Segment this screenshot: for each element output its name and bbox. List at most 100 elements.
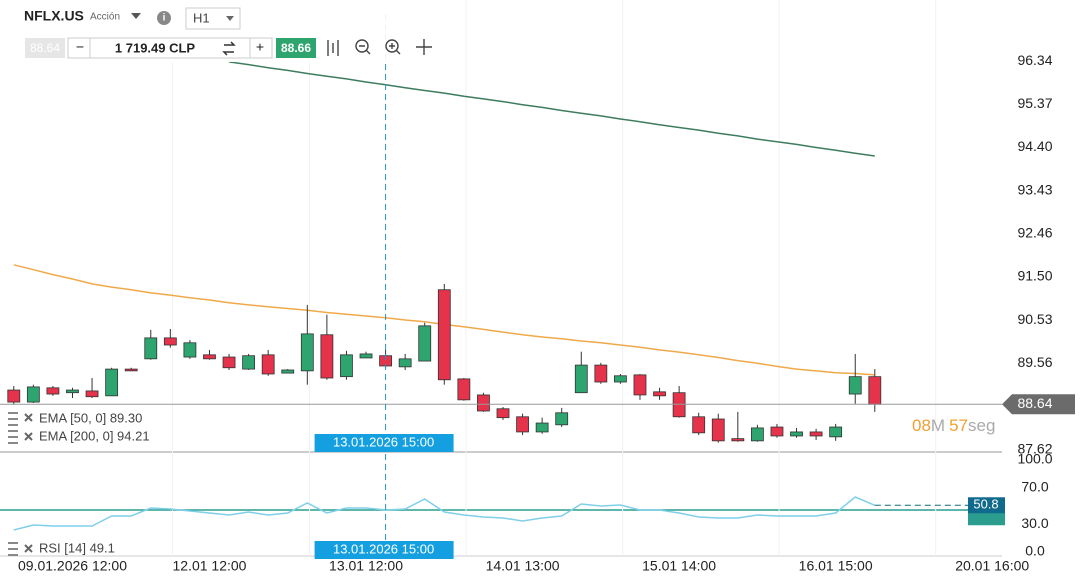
countdown-minutes: 08 — [912, 416, 931, 435]
rsi-tag-secondary — [968, 511, 1005, 526]
rsi-line — [13, 496, 876, 531]
y-tick-label: 87.62 — [1017, 440, 1052, 456]
countdown-seconds: 57 — [949, 416, 968, 435]
y-tick-label: 96.34 — [1017, 52, 1052, 68]
y-tick-label: 93.43 — [1017, 181, 1052, 197]
candle-body — [163, 337, 177, 346]
legend-close[interactable] — [24, 413, 33, 422]
candle-body — [398, 358, 412, 368]
candle-body — [653, 391, 666, 397]
candle-icon[interactable] — [327, 40, 339, 56]
candle-body — [516, 416, 529, 433]
swap-icon[interactable] — [222, 41, 236, 56]
amount[interactable]: 1 719.49 CLP — [115, 40, 196, 55]
crosshair-label: 13.01.2026 15:00 — [333, 541, 434, 556]
countdown: 08M 57seg — [912, 416, 995, 435]
info-glyph: i — [163, 13, 166, 24]
candle-body — [222, 356, 236, 369]
x-tick-label: 09.01.2026 12:00 — [18, 558, 127, 574]
candle-body — [477, 394, 490, 412]
candle-body — [574, 364, 588, 394]
move-icon[interactable] — [416, 39, 432, 55]
candle-body — [242, 355, 256, 370]
candle-body — [281, 369, 295, 374]
candle-body — [750, 427, 764, 442]
legend-handle[interactable] — [8, 430, 18, 444]
bid-box[interactable] — [25, 38, 65, 58]
candle-body — [203, 354, 216, 360]
rsi-tick-label: 0.0 — [1025, 543, 1045, 559]
candle-body — [809, 431, 823, 437]
candle-body — [340, 354, 353, 378]
candle-body — [829, 426, 843, 438]
dropdown-icon[interactable] — [131, 13, 141, 19]
y-tick-label: 91.50 — [1017, 268, 1052, 284]
x-tick-label: 16.01 15:00 — [799, 558, 873, 574]
y-tick-label: 92.46 — [1017, 225, 1052, 241]
plus-button[interactable]: + — [256, 39, 264, 55]
ema200-legend: EMA [200, 0] 94.21 — [39, 428, 150, 443]
tool-icons — [327, 39, 432, 56]
legend-close[interactable] — [24, 544, 33, 553]
candle-body — [183, 342, 197, 358]
candle-body — [711, 418, 725, 442]
last-price: 88.64 — [1017, 395, 1052, 411]
candle-body — [359, 353, 373, 359]
candle-body — [124, 368, 138, 372]
zoom-in-icon[interactable] — [385, 39, 399, 53]
legend-handle[interactable] — [8, 542, 18, 556]
ask: 88.66 — [281, 41, 311, 55]
legend-close[interactable] — [24, 432, 33, 441]
candle-body — [594, 364, 608, 383]
candle-body — [261, 354, 275, 375]
minus-button[interactable]: − — [76, 39, 84, 55]
rsi-legend: RSI [14] 49.1 — [39, 540, 115, 555]
y-tick-label: 89.56 — [1017, 354, 1052, 370]
candle-body — [868, 376, 882, 405]
countdown-unit: seg — [968, 416, 995, 435]
y-tick-label: 94.40 — [1017, 138, 1052, 154]
candle-body — [535, 422, 549, 433]
candle-body — [692, 416, 706, 434]
rsi-tick-label: 70.0 — [1021, 478, 1048, 494]
candle-body — [85, 390, 99, 398]
candle-body — [26, 386, 40, 403]
x-tick-label: 15.01 14:00 — [642, 558, 716, 574]
crosshair-label-bg — [314, 541, 454, 559]
bid: 88.64 — [30, 41, 60, 55]
legends: EMA [50, 0] 89.30 EMA [200, 0] 94.21 RSI… — [8, 410, 150, 556]
x-tick-label: 13.01 12:00 — [329, 558, 403, 574]
candle-body — [457, 378, 471, 401]
candle-body — [770, 426, 784, 437]
y-tick-label: 95.37 — [1017, 95, 1052, 111]
candle-body — [731, 438, 745, 442]
y-tick-label: 90.53 — [1017, 311, 1052, 327]
instrument-kind: Acción — [90, 12, 120, 23]
legend-handle[interactable] — [8, 412, 18, 426]
symbol[interactable]: NFLX.US — [24, 8, 84, 24]
candle-body — [496, 408, 510, 419]
crosshair-label: 13.01.2026 15:00 — [333, 434, 434, 449]
x-tick-label: 14.01 13:00 — [486, 558, 560, 574]
candle-body — [633, 374, 647, 396]
candle-body — [790, 431, 803, 437]
interval-select[interactable] — [185, 7, 241, 30]
zoom-out-icon[interactable] — [355, 39, 369, 53]
ema50-legend: EMA [50, 0] 89.30 — [39, 410, 142, 425]
info-icon[interactable] — [157, 11, 171, 25]
candle-body — [614, 375, 627, 383]
ask-box[interactable] — [276, 38, 316, 58]
candle-body — [105, 368, 119, 397]
candle-body — [320, 334, 334, 379]
crosshair-label-bg — [314, 434, 454, 452]
candle-body — [7, 389, 21, 403]
last-price-tag — [1002, 394, 1075, 415]
ema-line — [228, 61, 875, 157]
x-tick-label: 12.01 12:00 — [172, 558, 246, 574]
candle-body — [437, 289, 451, 381]
rsi-tick-label: 30.0 — [1021, 515, 1048, 531]
countdown-unit: M — [931, 416, 945, 435]
